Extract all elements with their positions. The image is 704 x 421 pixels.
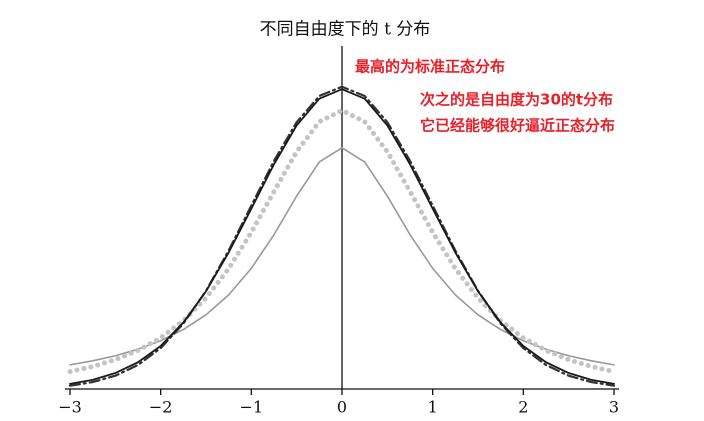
x-tick-label: −1 — [240, 398, 264, 417]
x-tick-label: 2 — [518, 398, 528, 417]
x-tick-label: 3 — [609, 398, 619, 417]
line-series — [69, 147, 615, 366]
x-tick-label: 1 — [428, 398, 438, 417]
line-series — [67, 107, 617, 375]
annotation: 次之的是自由度为30的t分布 — [420, 91, 613, 109]
annotation: 最高的为标准正态分布 — [355, 58, 505, 76]
x-tick-label: −2 — [149, 398, 173, 417]
chart-title: 不同自由度下的 t 分布 — [260, 20, 431, 40]
annotation: 它已经能够很好逼近正态分布 — [420, 117, 615, 135]
x-tick-label: 0 — [337, 398, 347, 417]
line-series — [69, 88, 615, 385]
line-series — [68, 85, 616, 387]
x-tick-label: −3 — [58, 398, 82, 417]
